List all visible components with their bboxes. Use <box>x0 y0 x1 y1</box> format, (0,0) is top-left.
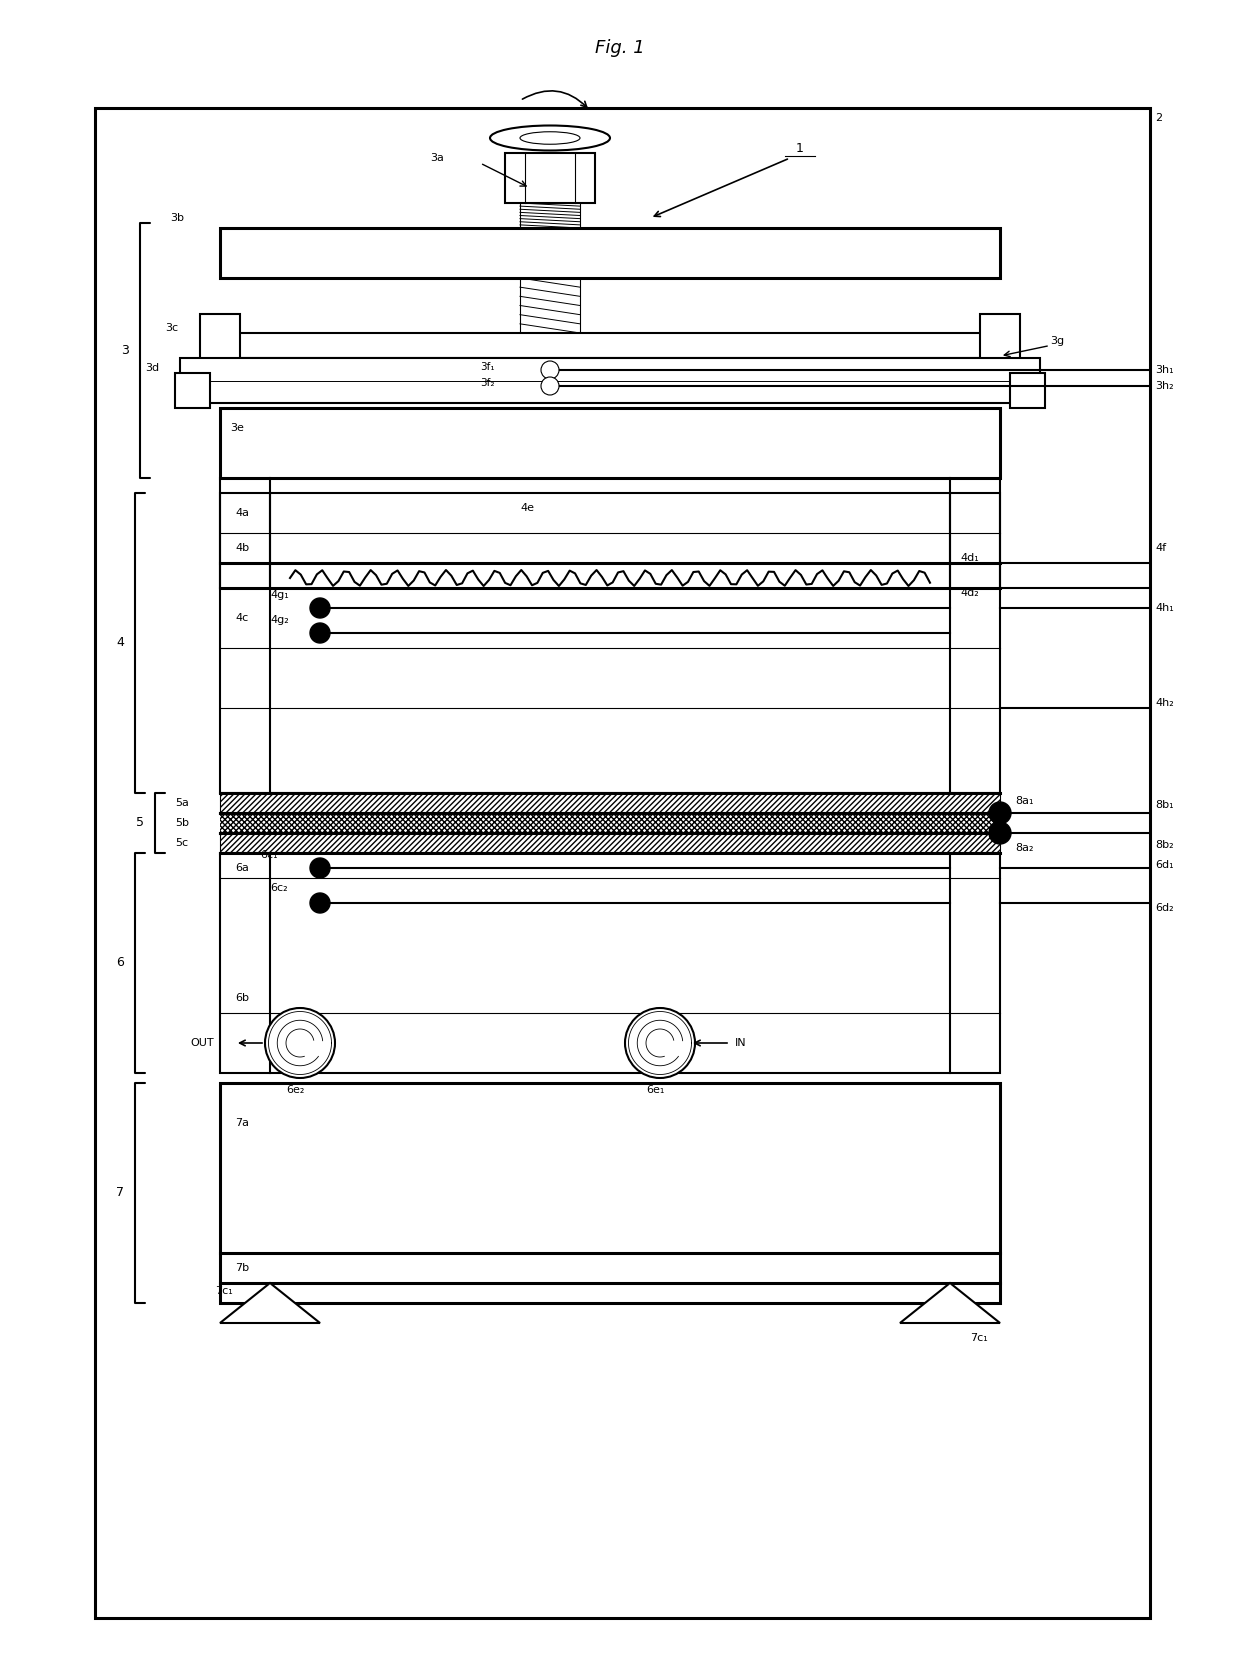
Bar <box>219 832 999 852</box>
Circle shape <box>310 599 330 619</box>
Text: 6d₁: 6d₁ <box>1154 861 1173 871</box>
Text: 4h₂: 4h₂ <box>1154 697 1174 707</box>
Bar <box>175 374 210 409</box>
Bar <box>219 229 999 279</box>
Bar <box>180 359 1040 404</box>
Ellipse shape <box>520 132 580 143</box>
Text: 4d₁: 4d₁ <box>960 554 978 564</box>
Text: 8a₁: 8a₁ <box>1016 796 1033 806</box>
Bar <box>95 108 1149 1618</box>
Polygon shape <box>219 1283 320 1323</box>
Text: 3h₂: 3h₂ <box>1154 380 1173 390</box>
Circle shape <box>310 892 330 912</box>
Bar <box>219 792 999 812</box>
Text: 7: 7 <box>117 1186 124 1199</box>
Text: 3b: 3b <box>170 214 184 224</box>
Text: 6b: 6b <box>236 992 249 1002</box>
Text: 3f₁: 3f₁ <box>480 362 495 372</box>
Bar <box>200 314 241 364</box>
Bar <box>219 334 999 359</box>
Text: 1: 1 <box>796 142 804 155</box>
Circle shape <box>625 1007 694 1078</box>
Text: 6c₂: 6c₂ <box>270 882 288 892</box>
Text: 3d: 3d <box>145 364 159 374</box>
Text: 5c: 5c <box>175 837 188 847</box>
Text: OUT: OUT <box>190 1037 213 1048</box>
Text: 7c₁: 7c₁ <box>970 1333 988 1343</box>
Circle shape <box>990 802 1011 824</box>
Text: 8a₂: 8a₂ <box>1016 842 1033 852</box>
Circle shape <box>310 624 330 642</box>
Text: Fig. 1: Fig. 1 <box>595 38 645 57</box>
Text: 3: 3 <box>122 344 129 357</box>
Circle shape <box>990 822 1011 844</box>
Bar <box>219 852 999 1073</box>
Text: 8b₁: 8b₁ <box>1154 801 1173 811</box>
Text: 5b: 5b <box>175 817 188 827</box>
Bar <box>219 1083 999 1303</box>
Text: 7c₁: 7c₁ <box>215 1286 233 1296</box>
Circle shape <box>310 857 330 877</box>
Text: 5: 5 <box>136 817 144 829</box>
Text: 6a: 6a <box>236 862 249 872</box>
Text: 6e₂: 6e₂ <box>285 1084 304 1094</box>
Bar <box>219 409 999 479</box>
Text: 3c: 3c <box>165 324 179 334</box>
Text: 4g₁: 4g₁ <box>270 590 289 600</box>
Text: 3g: 3g <box>1050 335 1064 345</box>
Bar <box>505 153 595 203</box>
Text: 4: 4 <box>117 637 124 649</box>
Circle shape <box>541 360 559 379</box>
Bar <box>219 832 999 852</box>
Text: 3a: 3a <box>430 153 444 163</box>
Text: 4g₂: 4g₂ <box>270 615 289 626</box>
Text: 4b: 4b <box>236 544 249 554</box>
Ellipse shape <box>490 125 610 150</box>
Text: 4h₁: 4h₁ <box>1154 604 1174 614</box>
Text: 6: 6 <box>117 956 124 969</box>
Text: 4a: 4a <box>236 509 249 519</box>
Text: 4c: 4c <box>236 614 248 624</box>
Text: 6c₁: 6c₁ <box>260 851 278 861</box>
Polygon shape <box>900 1283 999 1323</box>
Bar <box>980 314 1021 364</box>
Text: 6e₁: 6e₁ <box>646 1084 665 1094</box>
Bar <box>219 812 999 832</box>
Circle shape <box>265 1007 335 1078</box>
Text: 4d₂: 4d₂ <box>960 589 978 599</box>
Text: 5a: 5a <box>175 797 188 807</box>
Text: 3f₂: 3f₂ <box>480 379 495 389</box>
Bar <box>1011 374 1045 409</box>
Text: 7b: 7b <box>236 1263 249 1273</box>
Bar <box>219 792 999 812</box>
Text: 8b₂: 8b₂ <box>1154 841 1173 851</box>
Text: 4f: 4f <box>1154 544 1166 554</box>
Text: 2: 2 <box>1154 113 1162 123</box>
Circle shape <box>541 377 559 395</box>
Text: 7a: 7a <box>236 1118 249 1128</box>
Text: 3h₁: 3h₁ <box>1154 365 1173 375</box>
Text: 4e: 4e <box>520 504 534 514</box>
Bar <box>219 494 999 792</box>
Text: 3e: 3e <box>229 424 244 434</box>
Text: IN: IN <box>735 1037 746 1048</box>
Text: 6d₂: 6d₂ <box>1154 902 1173 912</box>
